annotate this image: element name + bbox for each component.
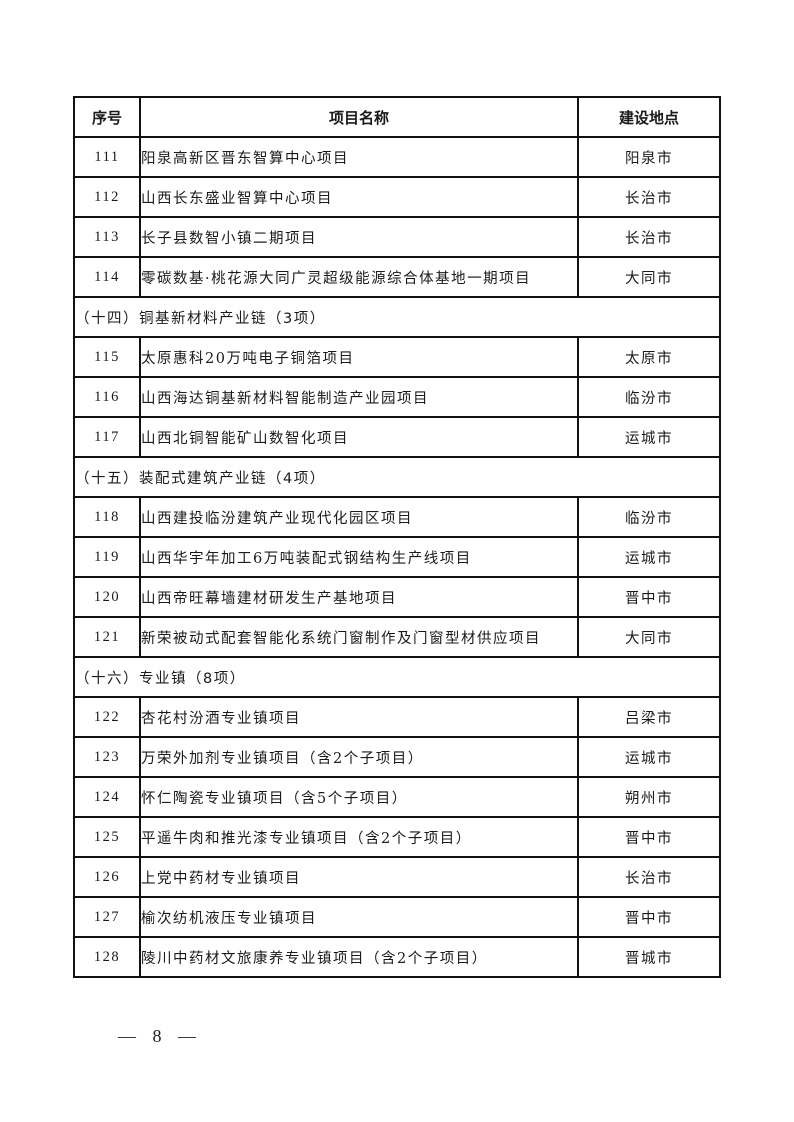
project-name: 零碳数基·桃花源大同广灵超级能源综合体基地一期项目 [139, 256, 579, 298]
row-number: 120 [73, 576, 141, 618]
header-number: 序号 [73, 96, 141, 138]
table-row: 128 陵川中药材文旅康养专业镇项目（含2个子项目） 晋城市 [73, 936, 721, 978]
project-name: 榆次纺机液压专业镇项目 [139, 896, 579, 938]
section-row: （十四）铜基新材料产业链（3项） [73, 296, 721, 338]
table-row: 112 山西长东盛业智算中心项目 长治市 [73, 176, 721, 218]
row-number: 126 [73, 856, 141, 898]
table-row: 117 山西北铜智能矿山数智化项目 运城市 [73, 416, 721, 458]
project-name: 新荣被动式配套智能化系统门窗制作及门窗型材供应项目 [139, 616, 579, 658]
section-title: （十五）装配式建筑产业链（4项） [73, 456, 721, 498]
row-number: 124 [73, 776, 141, 818]
section-row: （十六）专业镇（8项） [73, 656, 721, 698]
project-location: 长治市 [577, 176, 721, 218]
project-name: 阳泉高新区晋东智算中心项目 [139, 136, 579, 178]
project-location: 临汾市 [577, 376, 721, 418]
row-number: 121 [73, 616, 141, 658]
project-location: 长治市 [577, 856, 721, 898]
project-name: 万荣外加剂专业镇项目（含2个子项目） [139, 736, 579, 778]
row-number: 112 [73, 176, 141, 218]
row-number: 116 [73, 376, 141, 418]
project-table: 序号 项目名称 建设地点 111 阳泉高新区晋东智算中心项目 阳泉市 112 山西长东盛… [73, 96, 721, 978]
table-row: 125 平遥牛肉和推光漆专业镇项目（含2个子项目） 晋中市 [73, 816, 721, 858]
project-location: 运城市 [577, 536, 721, 578]
header-location: 建设地点 [577, 96, 721, 138]
table-body: 111 阳泉高新区晋东智算中心项目 阳泉市 112 山西长东盛业智算中心项目 长治市 113… [73, 136, 721, 978]
project-location: 临汾市 [577, 496, 721, 538]
row-number: 114 [73, 256, 141, 298]
project-location: 长治市 [577, 216, 721, 258]
project-name: 山西华宇年加工6万吨装配式钢结构生产线项目 [139, 536, 579, 578]
table-row: 124 怀仁陶瓷专业镇项目（含5个子项目） 朔州市 [73, 776, 721, 818]
project-name: 山西建投临汾建筑产业现代化园区项目 [139, 496, 579, 538]
section-title: （十六）专业镇（8项） [73, 656, 721, 698]
project-name: 平遥牛肉和推光漆专业镇项目（含2个子项目） [139, 816, 579, 858]
project-name: 怀仁陶瓷专业镇项目（含5个子项目） [139, 776, 579, 818]
table-row: 118 山西建投临汾建筑产业现代化园区项目 临汾市 [73, 496, 721, 538]
table-row: 114 零碳数基·桃花源大同广灵超级能源综合体基地一期项目 大同市 [73, 256, 721, 298]
project-name: 杏花村汾酒专业镇项目 [139, 696, 579, 738]
table-row: 126 上党中药材专业镇项目 长治市 [73, 856, 721, 898]
project-location: 运城市 [577, 416, 721, 458]
project-location: 晋城市 [577, 936, 721, 978]
project-location: 吕梁市 [577, 696, 721, 738]
project-name: 上党中药材专业镇项目 [139, 856, 579, 898]
project-name: 陵川中药材文旅康养专业镇项目（含2个子项目） [139, 936, 579, 978]
row-number: 127 [73, 896, 141, 938]
row-number: 117 [73, 416, 141, 458]
table-row: 127 榆次纺机液压专业镇项目 晋中市 [73, 896, 721, 938]
row-number: 111 [73, 136, 141, 178]
project-name: 山西长东盛业智算中心项目 [139, 176, 579, 218]
table-row: 121 新荣被动式配套智能化系统门窗制作及门窗型材供应项目 大同市 [73, 616, 721, 658]
project-name: 长子县数智小镇二期项目 [139, 216, 579, 258]
project-location: 大同市 [577, 256, 721, 298]
project-location: 晋中市 [577, 576, 721, 618]
row-number: 118 [73, 496, 141, 538]
project-name: 山西海达铜基新材料智能制造产业园项目 [139, 376, 579, 418]
table-row: 111 阳泉高新区晋东智算中心项目 阳泉市 [73, 136, 721, 178]
project-name: 山西北铜智能矿山数智化项目 [139, 416, 579, 458]
project-location: 晋中市 [577, 896, 721, 938]
table-row: 113 长子县数智小镇二期项目 长治市 [73, 216, 721, 258]
section-row: （十五）装配式建筑产业链（4项） [73, 456, 721, 498]
header-project-name: 项目名称 [139, 96, 579, 138]
project-location: 朔州市 [577, 776, 721, 818]
row-number: 113 [73, 216, 141, 258]
project-location: 太原市 [577, 336, 721, 378]
project-location: 运城市 [577, 736, 721, 778]
row-number: 123 [73, 736, 141, 778]
section-title: （十四）铜基新材料产业链（3项） [73, 296, 721, 338]
row-number: 128 [73, 936, 141, 978]
table-row: 115 太原惠科20万吨电子铜箔项目 太原市 [73, 336, 721, 378]
project-name: 山西帝旺幕墙建材研发生产基地项目 [139, 576, 579, 618]
table-row: 123 万荣外加剂专业镇项目（含2个子项目） 运城市 [73, 736, 721, 778]
row-number: 122 [73, 696, 141, 738]
table-row: 120 山西帝旺幕墙建材研发生产基地项目 晋中市 [73, 576, 721, 618]
project-location: 阳泉市 [577, 136, 721, 178]
table-row: 122 杏花村汾酒专业镇项目 吕梁市 [73, 696, 721, 738]
row-number: 125 [73, 816, 141, 858]
row-number: 119 [73, 536, 141, 578]
project-location: 大同市 [577, 616, 721, 658]
table-row: 116 山西海达铜基新材料智能制造产业园项目 临汾市 [73, 376, 721, 418]
project-location: 晋中市 [577, 816, 721, 858]
row-number: 115 [73, 336, 141, 378]
page-number: — 8 — [118, 1026, 202, 1046]
project-name: 太原惠科20万吨电子铜箔项目 [139, 336, 579, 378]
table-header-row: 序号 项目名称 建设地点 [73, 96, 721, 138]
table-row: 119 山西华宇年加工6万吨装配式钢结构生产线项目 运城市 [73, 536, 721, 578]
